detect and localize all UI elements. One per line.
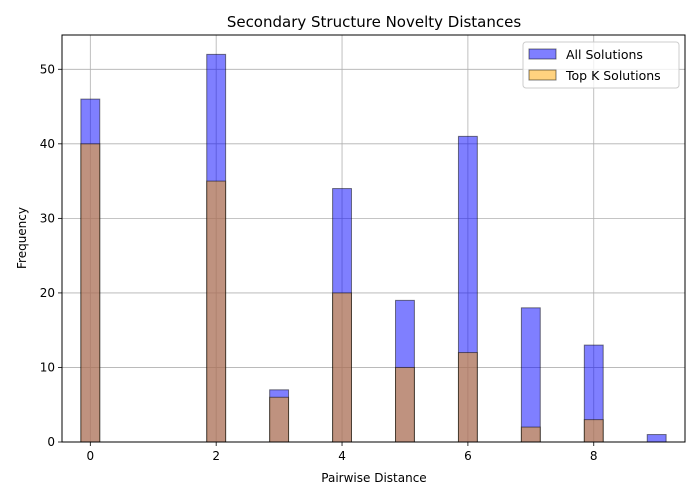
y-axis-label: Frequency [15,207,29,269]
x-tick-label: 8 [590,449,598,463]
legend-label: Top K Solutions [565,68,661,83]
histogram-bar-top-k-solutions [332,292,352,443]
y-tick-label: 10 [40,360,55,374]
legend: All Solutions Top K Solutions [522,41,680,89]
y-tick-label: 50 [40,62,55,76]
chart-title: Secondary Structure Novelty Distances [227,13,522,31]
bars [80,53,667,443]
histogram-bar-top-k-solutions [395,366,415,443]
x-tick-label: 4 [338,449,346,463]
plot-frame [61,34,686,443]
histogram-bar-top-k-solutions [457,352,478,443]
x-tick-label: 2 [212,449,220,463]
y-tick-label: 40 [40,137,55,151]
legend-swatch [528,69,557,81]
legend-label: All Solutions [566,47,643,62]
y-tick-label: 30 [40,211,55,225]
histogram-bar-top-k-solutions [206,180,227,443]
histogram-bar-all-solutions [520,307,541,443]
histogram-bar-all-solutions [646,434,667,443]
histogram-bar-top-k-solutions [269,396,290,443]
histogram-bar-top-k-solutions [80,143,101,443]
x-tick-label: 6 [464,449,472,463]
x-tick-label: 0 [86,449,94,463]
y-tick-label: 0 [47,435,55,449]
histogram-bar-top-k-solutions [520,426,541,443]
x-axis-label: Pairwise Distance [321,471,426,485]
histogram-bar-top-k-solutions [583,419,604,443]
y-tick-label: 20 [40,286,55,300]
legend-swatch [528,48,557,60]
legend-box [522,41,680,89]
axis-ticks: 0 2 4 6 8 0 10 20 30 40 50 [40,62,598,463]
